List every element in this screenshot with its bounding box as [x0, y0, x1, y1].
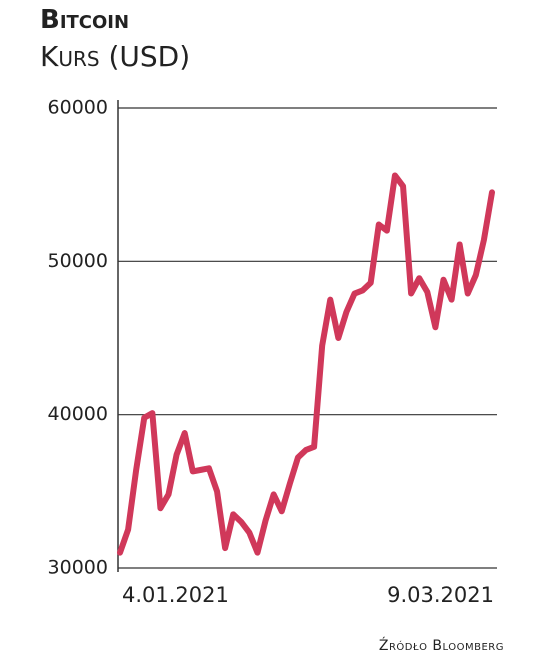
- x-tick-label: 9.03.2021: [387, 583, 494, 607]
- y-tick-label: 60000: [48, 97, 108, 119]
- chart-subtitle: Kurs (USD): [40, 40, 190, 73]
- x-tick-label: 4.01.2021: [122, 583, 229, 607]
- line: [117, 172, 495, 556]
- y-tick-label: 40000: [48, 403, 108, 425]
- y-tick-label: 30000: [48, 557, 108, 579]
- chart-title: Bitcoin: [40, 5, 129, 35]
- y-tick-label: 50000: [48, 250, 108, 272]
- source: Źródło Bloomberg: [379, 636, 504, 654]
